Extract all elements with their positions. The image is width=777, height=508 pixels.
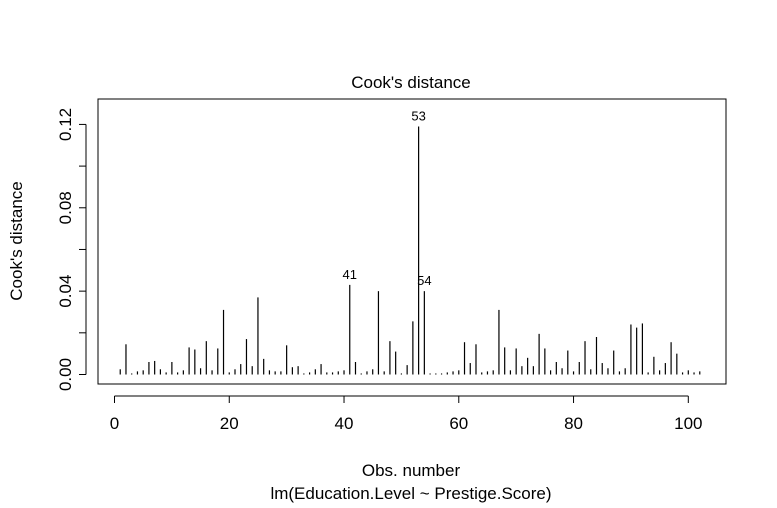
point-label: 41: [343, 267, 357, 282]
x-tick-label: 80: [564, 414, 583, 433]
x-tick-label: 60: [449, 414, 468, 433]
plot-frame: [97, 98, 727, 385]
x-tick-label: 100: [674, 414, 702, 433]
data-bars: [119, 126, 701, 375]
y-tick-label: 0.00: [56, 358, 75, 391]
y-tick-label: 0.04: [56, 275, 75, 308]
x-tick-label: 20: [220, 414, 239, 433]
y-axis: 0.00 0.04 0.08 0.12: [56, 108, 87, 391]
point-label: 53: [411, 109, 425, 124]
x-axis: 0 20 40 60 80 100: [110, 395, 702, 433]
x-tick-label: 40: [335, 414, 354, 433]
y-tick-label: 0.12: [56, 108, 75, 141]
point-labels: 41 53 54: [343, 109, 432, 289]
x-axis-sublabel: lm(Education.Level ~ Prestige.Score): [270, 484, 551, 503]
x-tick-label: 0: [110, 414, 119, 433]
chart-title: Cook's distance: [351, 73, 470, 92]
y-axis-label: Cook's distance: [7, 181, 26, 300]
y-tick-label: 0.08: [56, 191, 75, 224]
point-label: 54: [417, 273, 431, 288]
x-axis-label: Obs. number: [362, 461, 461, 480]
